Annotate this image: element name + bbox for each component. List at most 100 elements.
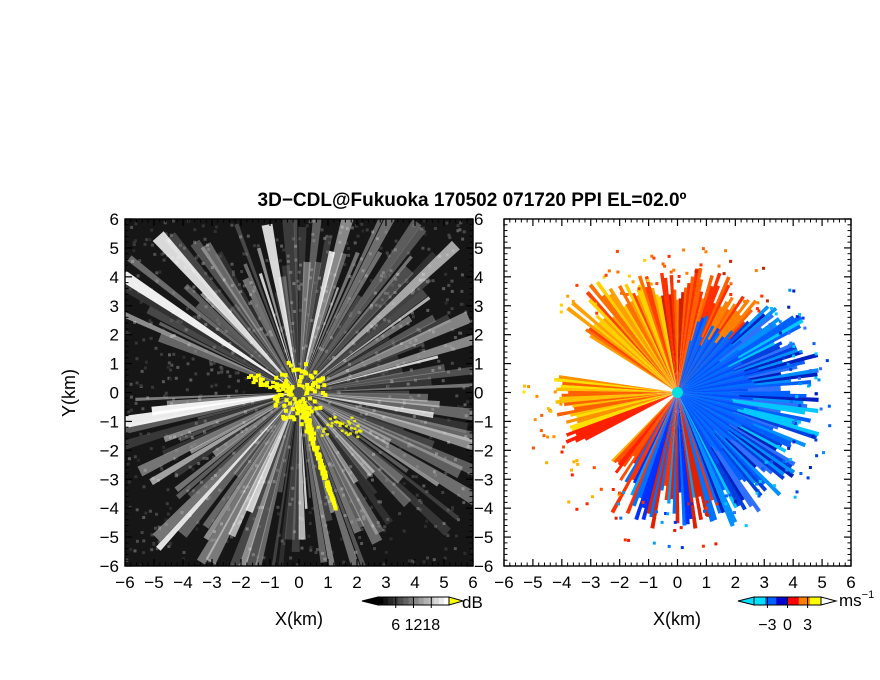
noise-speck (148, 319, 152, 323)
velocity-speckle (667, 544, 671, 548)
reflectivity-ray (152, 392, 299, 542)
velocity-core-ray (677, 392, 730, 432)
noise-speck (243, 410, 247, 414)
noise-speck (334, 315, 338, 319)
noise-speck (155, 271, 159, 275)
saturated-echo (314, 452, 319, 456)
saturated-echo (270, 384, 275, 388)
noise-speck (464, 435, 468, 438)
noise-speck (324, 523, 328, 527)
velocity-speckle (814, 438, 818, 442)
noise-speck (408, 442, 411, 446)
reflectivity-ray (299, 392, 362, 534)
velocity-speckle (673, 520, 677, 524)
noise-speck (220, 522, 223, 526)
saturated-echo (296, 367, 301, 372)
velocity-speckle (801, 316, 805, 320)
saturated-echo (344, 431, 348, 435)
velocity-core-ray (677, 356, 739, 393)
x-axis-label-left: X(km) (275, 609, 323, 629)
velocity-speckle (792, 440, 796, 444)
noise-speck (135, 508, 139, 512)
noise-speck (252, 286, 256, 289)
y-tick-label: 3 (110, 297, 119, 316)
noise-speck (392, 343, 396, 347)
velocity-ray (677, 392, 787, 453)
saturated-echo (306, 412, 311, 417)
noise-speck (403, 437, 407, 440)
velocity-ray (588, 298, 678, 393)
noise-speck (193, 240, 197, 244)
noise-speck (426, 556, 429, 560)
velocity-ray (633, 392, 678, 484)
noise-speck (377, 400, 381, 404)
colorbar-segment (378, 597, 384, 605)
noise-speck (172, 398, 175, 401)
y-axis-label: Y(km) (59, 369, 79, 417)
colorbar-segment (413, 597, 420, 605)
velocity-ray (616, 392, 678, 464)
velocity-ray (677, 345, 797, 393)
noise-speck (358, 536, 362, 539)
noise-speck (319, 500, 323, 504)
reflectivity-ray (255, 392, 299, 566)
noise-speck (383, 525, 387, 529)
noise-speck (227, 507, 231, 511)
noise-speck (419, 349, 423, 353)
noise-speck (185, 286, 189, 290)
velocity-speckle (792, 345, 796, 348)
reflectivity-ray (299, 251, 360, 393)
saturated-echo (301, 404, 306, 408)
velocity-core-ray (677, 392, 715, 432)
noise-speck (239, 290, 243, 294)
noise-speck (278, 259, 282, 263)
velocity-speckle (595, 311, 599, 315)
noise-speck (193, 228, 197, 232)
noise-speck (204, 485, 208, 488)
velocity-ray (614, 392, 678, 474)
noise-speck (232, 451, 236, 455)
reflectivity-ray (177, 392, 299, 538)
noise-speck (460, 405, 464, 409)
velocity-speckle (533, 418, 537, 422)
velocity-ray (624, 283, 678, 393)
noise-speck (460, 273, 464, 277)
noise-speck (296, 466, 300, 470)
velocity-core-ray (677, 375, 745, 393)
noise-speck (380, 274, 384, 278)
velocity-speckle (527, 385, 531, 389)
noise-speck (239, 490, 243, 494)
saturated-echo (284, 381, 289, 386)
noise-speck (293, 530, 297, 534)
reflectivity-ray (299, 392, 473, 421)
noise-speck (191, 489, 195, 493)
reflectivity-ray (299, 392, 328, 563)
saturated-echo (264, 383, 269, 387)
noise-speck (394, 277, 398, 281)
noise-speck (211, 455, 215, 459)
noise-speck (458, 367, 461, 371)
noise-speck (128, 287, 132, 291)
noise-speck (425, 280, 429, 284)
velocity-ray (608, 293, 678, 393)
saturated-echo (314, 406, 319, 411)
noise-speck (168, 353, 171, 357)
noise-speck (218, 468, 222, 471)
noise-speck (414, 475, 418, 479)
velocity-speckle (789, 341, 793, 345)
saturated-echo (349, 432, 353, 435)
noise-speck (141, 407, 145, 411)
noise-speck (455, 394, 459, 398)
noise-speck (171, 219, 175, 223)
noise-speck (324, 496, 328, 499)
noise-speck (398, 284, 401, 287)
reflectivity-ray (299, 364, 446, 393)
noise-speck (257, 524, 261, 528)
noise-speck (355, 379, 359, 383)
noise-speck (242, 485, 246, 489)
reflectivity-ray (299, 392, 473, 505)
noise-speck (142, 338, 146, 342)
velocity-speckle (729, 293, 733, 296)
noise-speck (142, 485, 146, 489)
velocity-ray (650, 392, 678, 529)
